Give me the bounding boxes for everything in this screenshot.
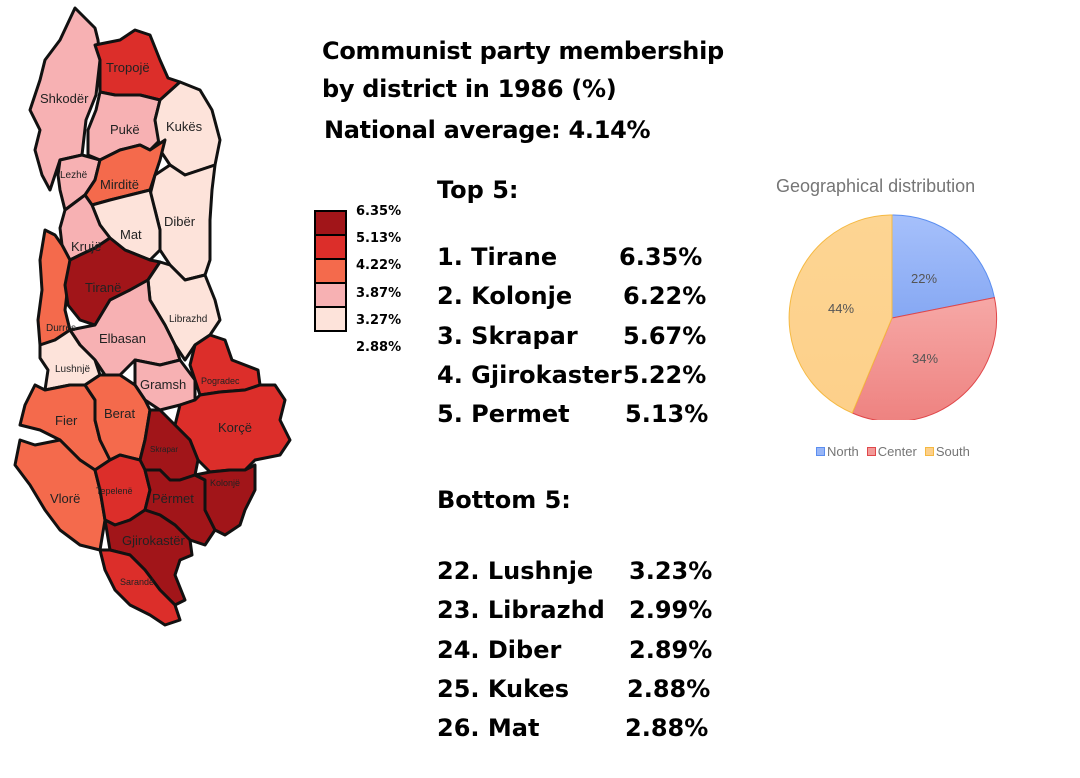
label-sarande: Sarandë [120, 577, 154, 587]
rank-value: 6.22% [623, 282, 707, 311]
legend-swatch-1 [314, 210, 347, 236]
rank-value: 3.23% [629, 557, 713, 585]
label-mat: Mat [120, 227, 142, 242]
label-berat: Berat [104, 406, 135, 421]
rank-value: 2.88% [627, 674, 711, 703]
rank-label: 22. Lushnje [437, 557, 594, 585]
pie-legend-center[interactable]: Center [866, 444, 917, 459]
title-line-2: by district in 1986 (%) [322, 75, 617, 103]
label-tepelene: Tepelenë [96, 486, 133, 496]
pie-label-south: 44% [828, 301, 854, 316]
rank-label: 24. Diber [437, 635, 562, 664]
rank-value: 6.35% [619, 243, 703, 271]
rank-label: 25. Kukes [437, 674, 570, 703]
top5-row: 4. Gjirokaster 5.22% [437, 356, 706, 395]
label-mirdite: Mirditë [100, 177, 139, 192]
legend-swatch-3 [314, 258, 347, 284]
map-legend-labels: 6.35% 5.13% 4.22% 3.87% 3.27% 2.88% [356, 204, 401, 367]
label-shkoder: Shkodër [40, 91, 89, 106]
rank-value: 5.22% [623, 360, 707, 389]
rank-label: 4. Gjirokaster [437, 360, 622, 389]
pie-legend-label: Center [877, 444, 917, 459]
label-puke: Pukë [110, 122, 140, 137]
bottom5-heading: Bottom 5: [437, 486, 571, 514]
label-skrapar: Skrapar [150, 445, 178, 454]
rank-label: 23. Librazhd [437, 596, 605, 625]
top5-row: 5. Permet 5.13% [437, 395, 708, 434]
legend-label: 3.27% [356, 312, 402, 328]
label-fier: Fier [55, 413, 78, 428]
district-vlore[interactable] [13, 438, 107, 552]
bottom5-row: 25. Kukes 2.88% [437, 670, 710, 709]
pie-slice-north[interactable] [891, 214, 995, 319]
label-tirane: Tiranë [85, 280, 121, 295]
top5-list: 1. Tirane 6.35% 2. Kolonje 6.22% 3. Skrapa… [437, 238, 708, 434]
label-elbasan: Elbasan [99, 331, 146, 346]
label-kolonje: Kolonjë [210, 478, 240, 488]
pie-title: Geographical distribution [776, 176, 976, 196]
bottom5-list: 22. Lushnje 3.23% 23. Librazhd 2.99% 24. D… [437, 552, 712, 748]
bottom5-row: 23. Librazhd 2.99% [437, 591, 712, 630]
label-kruje: Krujë [71, 239, 101, 254]
label-durres: Durrës [46, 323, 76, 334]
rank-label: 5. Permet [437, 400, 570, 429]
district-kolonje[interactable] [193, 463, 257, 537]
legend-swatch-2 [314, 234, 347, 260]
label-kukes: Kukës [166, 119, 203, 134]
rank-value: 2.99% [629, 596, 713, 625]
pie-slice-south[interactable] [788, 214, 893, 414]
top5-row: 1. Tirane 6.35% [437, 238, 702, 277]
label-korce: Korçë [218, 420, 252, 435]
pie-legend-north[interactable]: North [816, 444, 859, 459]
pie-label-north: 22% [911, 271, 937, 286]
legend-label: 3.87% [356, 285, 402, 301]
label-gramsh: Gramsh [140, 377, 186, 392]
legend-label: 6.35% [356, 204, 402, 219]
pie-label-center: 34% [912, 351, 938, 366]
legend-box-icon [866, 447, 876, 456]
label-librazhd: Librazhd [169, 314, 207, 325]
top5-row: 2. Kolonje 6.22% [437, 277, 706, 316]
legend-swatch-4 [314, 282, 347, 308]
bottom5-row: 22. Lushnje 3.23% [437, 552, 712, 591]
pie-legend-south[interactable]: South [924, 444, 970, 459]
map-color-legend [314, 210, 347, 332]
label-gjirokaster: Gjirokastër [122, 533, 186, 548]
rank-label: 2. Kolonje [437, 282, 573, 311]
rank-value: 5.67% [623, 321, 707, 350]
label-lushnje: Lushnjë [55, 364, 90, 375]
rank-value: 5.13% [625, 400, 709, 429]
legend-label: 2.88% [356, 339, 402, 355]
rank-label: 26. Mat [437, 714, 540, 743]
label-lezhe: Lezhë [60, 170, 88, 181]
district-pogradec[interactable] [188, 333, 262, 397]
pie-legend: North Center South [816, 444, 970, 459]
legend-label: 5.13% [356, 231, 402, 247]
rank-label: 3. Skrapar [437, 321, 578, 350]
pie-legend-label: South [935, 444, 970, 459]
albania-district-map: Shkodër Tropojë Pukë Kukës Lezhë Mirditë… [13, 6, 292, 627]
chart-title: Communist party membership by district i… [322, 32, 724, 108]
title-line-1: Communist party membership [322, 37, 724, 65]
rank-label: 1. Tirane [437, 243, 558, 271]
rank-value: 2.88% [625, 714, 709, 743]
label-pogradec: Pogradec [201, 376, 240, 386]
legend-swatch-5 [314, 306, 347, 332]
legend-box-icon [816, 447, 825, 456]
label-tropoje: Tropojë [106, 60, 150, 75]
top5-row: 3. Skrapar 5.67% [437, 317, 706, 356]
top5-heading: Top 5: [437, 176, 519, 204]
district-sarande[interactable] [98, 548, 182, 627]
label-permet: Përmet [152, 491, 194, 506]
national-average: National average: 4.14% [324, 116, 651, 144]
legend-box-icon [924, 447, 934, 456]
pie-legend-label: North [827, 444, 859, 459]
rank-value: 2.89% [629, 635, 713, 664]
bottom5-row: 26. Mat 2.88% [437, 709, 708, 748]
label-vlore: Vlorë [50, 491, 80, 506]
bottom5-row: 24. Diber 2.89% [437, 631, 712, 670]
pie-chart: 22% 34% 44% [786, 214, 1000, 425]
label-diber: Dibër [164, 214, 196, 229]
legend-label: 4.22% [356, 258, 402, 274]
